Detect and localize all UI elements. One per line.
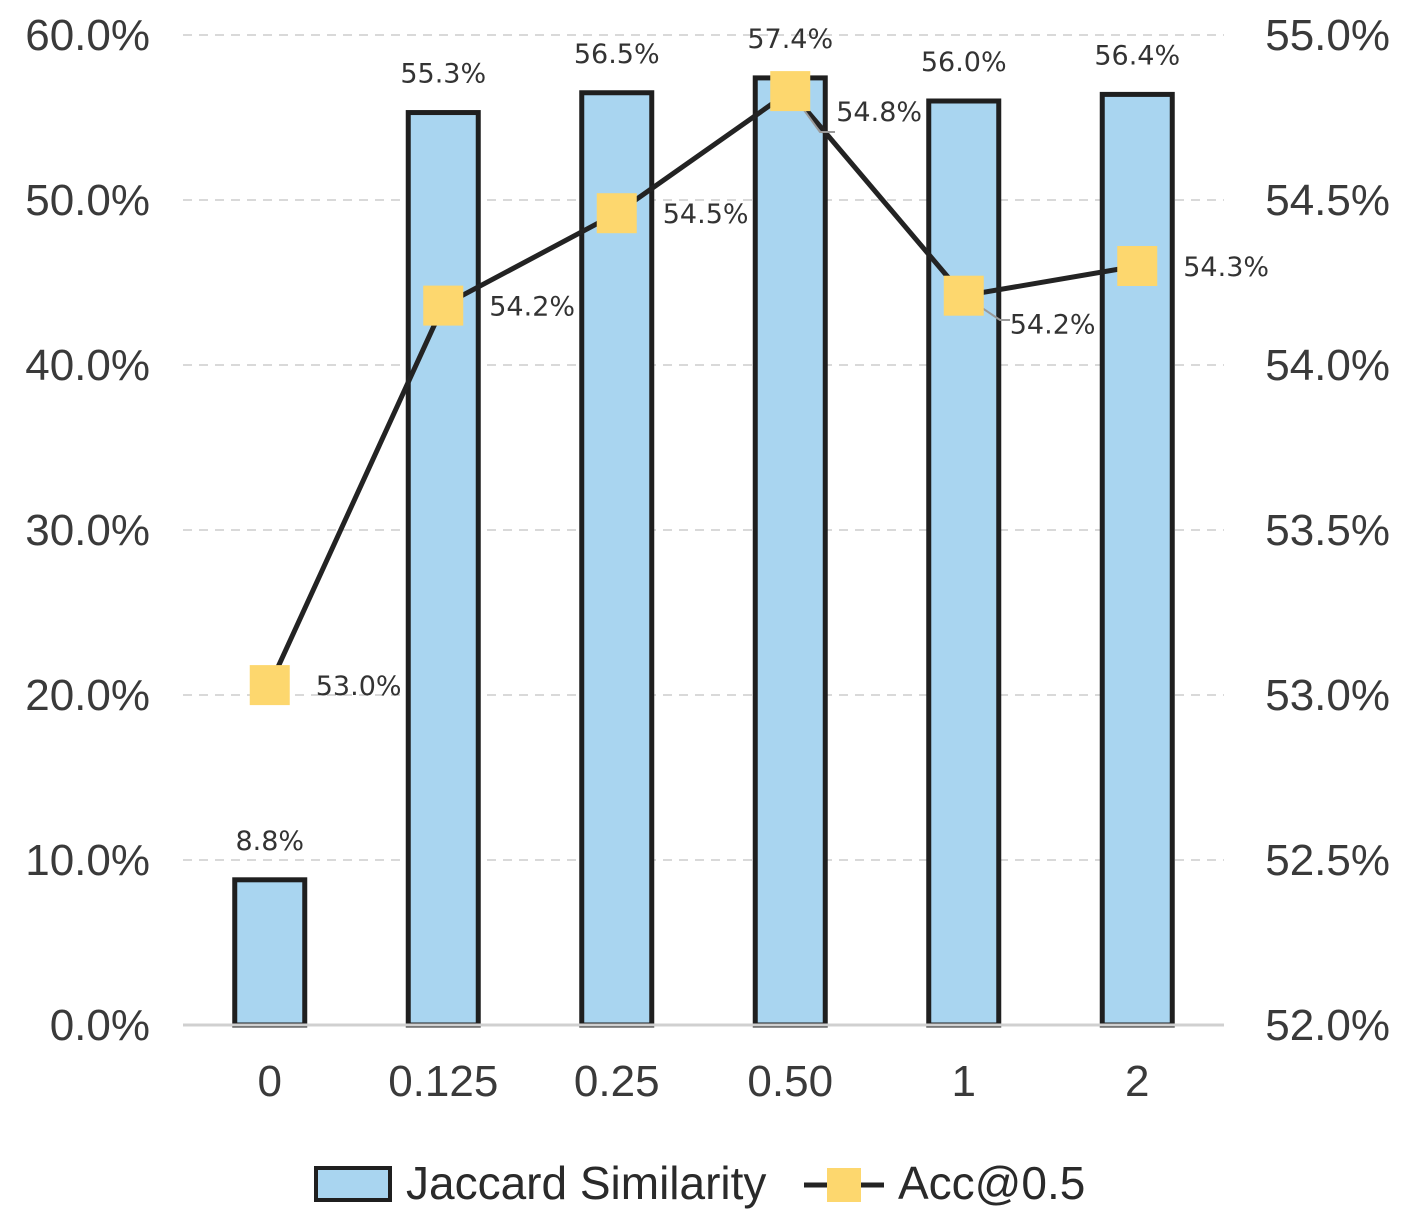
acc-marker-0.125 [423,285,464,326]
x-axis-tick-label: 0.50 [747,1057,833,1106]
right-axis-tick-label: 52.0% [1265,1001,1390,1050]
right-axis-tick-label: 53.0% [1265,671,1390,720]
gridlines [183,34,1224,861]
x-axis-tick-label: 0 [258,1057,282,1106]
left-axis-tick-label: 20.0% [25,671,150,720]
left-axis-tick-label: 50.0% [25,176,150,225]
left-axis-tick-label: 60.0% [25,11,150,60]
acc-marker-1 [943,275,984,316]
bar-data-label: 56.4% [1094,40,1180,71]
acc-marker-0.25 [596,193,637,234]
left-axis-tick-label: 30.0% [25,506,150,555]
right-axis-tick-label: 55.0% [1265,11,1390,60]
bar-0.25 [579,90,655,1028]
x-axis-tick-label: 1 [952,1057,976,1106]
left-axis-tick-label: 0.0% [50,1001,150,1050]
left-axis-tick-label: 10.0% [25,836,150,885]
line-data-label: 54.2% [1010,310,1096,341]
bar-1 [926,98,1002,1028]
line-series [249,71,1158,706]
acc-marker-0 [249,665,290,706]
acc-line [267,88,1138,687]
bar-data-label: 55.3% [400,59,486,90]
right-axis-tick-label: 54.0% [1265,341,1390,390]
data-labels: 8.8% 55.3% 56.5% 57.4% 56.0% 56.4% 53.0% 54.2% 5… [235,24,1269,857]
bar-data-label: 56.5% [574,39,660,70]
right-axis-tick-label: 54.5% [1265,176,1390,225]
line-data-label: 54.2% [489,292,575,323]
line-data-label: 54.5% [663,199,749,230]
bar-0.50 [752,75,828,1028]
left-axis-tick-label: 40.0% [25,341,150,390]
line-data-label: 53.0% [316,671,402,702]
x-axis-tick-label: 0.125 [388,1057,498,1106]
legend-label-acc: Acc@0.5 [898,1157,1085,1209]
bar-data-label: 56.0% [921,47,1007,78]
x-axis-tick-label: 0.25 [574,1057,660,1106]
bar-0.125 [405,110,481,1028]
bar-2 [1099,91,1175,1028]
acc-marker-0.50 [770,71,811,112]
bar-data-label: 8.8% [235,826,304,857]
right-axis-tick-label: 53.5% [1265,506,1390,555]
line-data-label: 54.3% [1183,252,1269,283]
axes: 0.0% 10.0% 20.0% 30.0% 40.0% 50.0% 60.0% 52.0% 5… [25,11,1390,1106]
legend-marker-acc [827,1168,861,1202]
legend-label-jaccard: Jaccard Similarity [406,1157,766,1209]
bar-data-label: 57.4% [747,24,833,55]
x-axis-tick-label: 2 [1125,1057,1149,1106]
line-data-label: 54.8% [836,97,922,128]
acc-marker-2 [1117,246,1158,286]
bar-0 [232,877,308,1028]
legend-swatch-jaccard [314,1166,392,1202]
right-axis-tick-label: 52.5% [1265,836,1390,885]
legend: Jaccard Similarity Acc@0.5 [314,1157,1085,1209]
